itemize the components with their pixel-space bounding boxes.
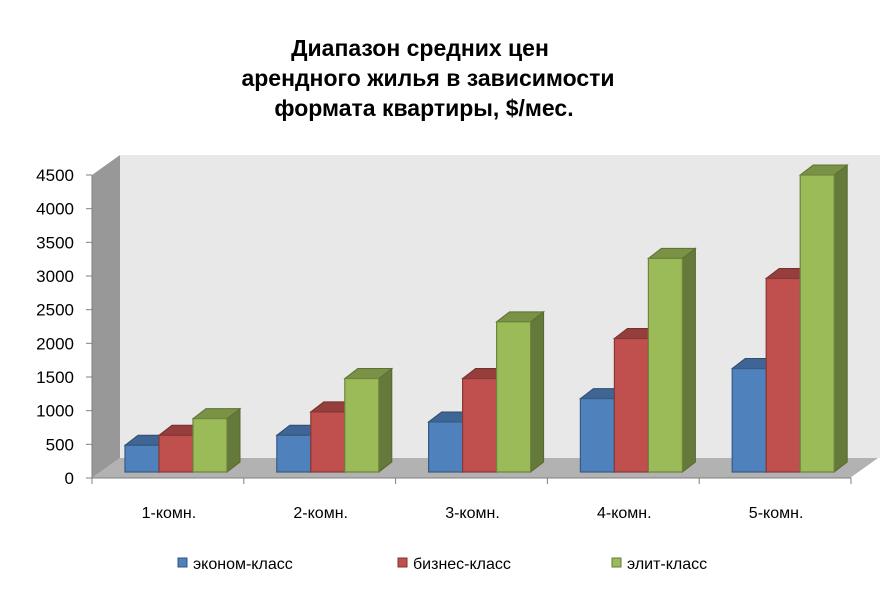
side-wall: [92, 155, 120, 478]
bar-front: [613, 337, 650, 473]
legend-label: элит-класс: [627, 556, 707, 573]
x-tick-label: 1-комн.: [142, 505, 197, 522]
bar-front: [462, 377, 498, 473]
legend-item: эконом-класс: [177, 556, 293, 573]
bar-front: [647, 257, 684, 473]
chart-title-line-1: Диапазон средних цен: [291, 35, 549, 61]
legend-label: эконом-класс: [193, 556, 293, 573]
x-tick-label: 3-комн.: [445, 505, 500, 522]
bar-side: [378, 367, 393, 474]
bar-front: [276, 434, 312, 473]
bar-элит-класс-1-комн.: [191, 407, 242, 474]
bar-front: [428, 421, 464, 473]
legend-label: бизнес-класс: [413, 556, 511, 573]
y-tick-label: 4500: [36, 166, 74, 185]
bar-front: [344, 377, 380, 473]
bars: [123, 163, 849, 474]
y-tick-label: 2000: [36, 334, 74, 353]
y-tick-label: 2500: [36, 301, 74, 320]
bar-элит-класс-2-комн.: [343, 367, 394, 474]
bar-side: [530, 310, 545, 474]
chart-title: Диапазон средних цен арендного жилья в з…: [241, 35, 614, 121]
y-axis: 0 500 1000 1500 2000 2500 3000 3500 4000 4500: [36, 166, 92, 488]
y-tick-label: 1000: [36, 402, 74, 421]
y-tick-label: 3500: [36, 233, 74, 252]
bar-front: [192, 418, 228, 473]
x-axis: 1-комн. 2-комн. 3-комн. 4-комн. 5-комн.: [91, 478, 852, 522]
y-tick-label: 4000: [36, 200, 74, 219]
legend-swatch: [611, 557, 622, 568]
bar-front: [765, 277, 801, 473]
bar-side: [226, 407, 241, 474]
x-tick-label: 4-комн.: [597, 505, 652, 522]
legend-item: элит-класс: [611, 556, 707, 573]
legend-swatch: [177, 557, 188, 568]
legend-item: бизнес-класс: [397, 556, 511, 573]
bar-front: [124, 444, 160, 473]
bar-front: [158, 434, 194, 473]
x-tick-label: 5-комн.: [749, 505, 804, 522]
bar-элит-класс-4-комн.: [646, 247, 697, 474]
bar-side: [833, 163, 848, 474]
bar-side: [681, 247, 696, 474]
x-tick-label: 2-комн.: [293, 505, 348, 522]
y-tick-label: 500: [46, 435, 74, 454]
y-tick-label: 3000: [36, 267, 74, 286]
bar-front: [799, 174, 835, 473]
legend-swatch: [397, 557, 408, 568]
legend: эконом-класс бизнес-класс элит-класс: [177, 556, 707, 573]
bar-элит-класс-3-комн.: [495, 310, 546, 474]
chart-title-line-2: арендного жилья в зависимости: [241, 65, 614, 91]
y-tick-label: 1500: [36, 368, 74, 387]
y-tick-label: 0: [65, 469, 74, 488]
bar-элит-класс-5-комн.: [798, 163, 849, 474]
bar-front: [579, 397, 616, 473]
bar-front: [731, 367, 767, 473]
bar-front: [496, 321, 532, 473]
bar-front: [310, 411, 346, 473]
chart-title-line-3: формата квартиры, $/мес.: [274, 95, 573, 121]
